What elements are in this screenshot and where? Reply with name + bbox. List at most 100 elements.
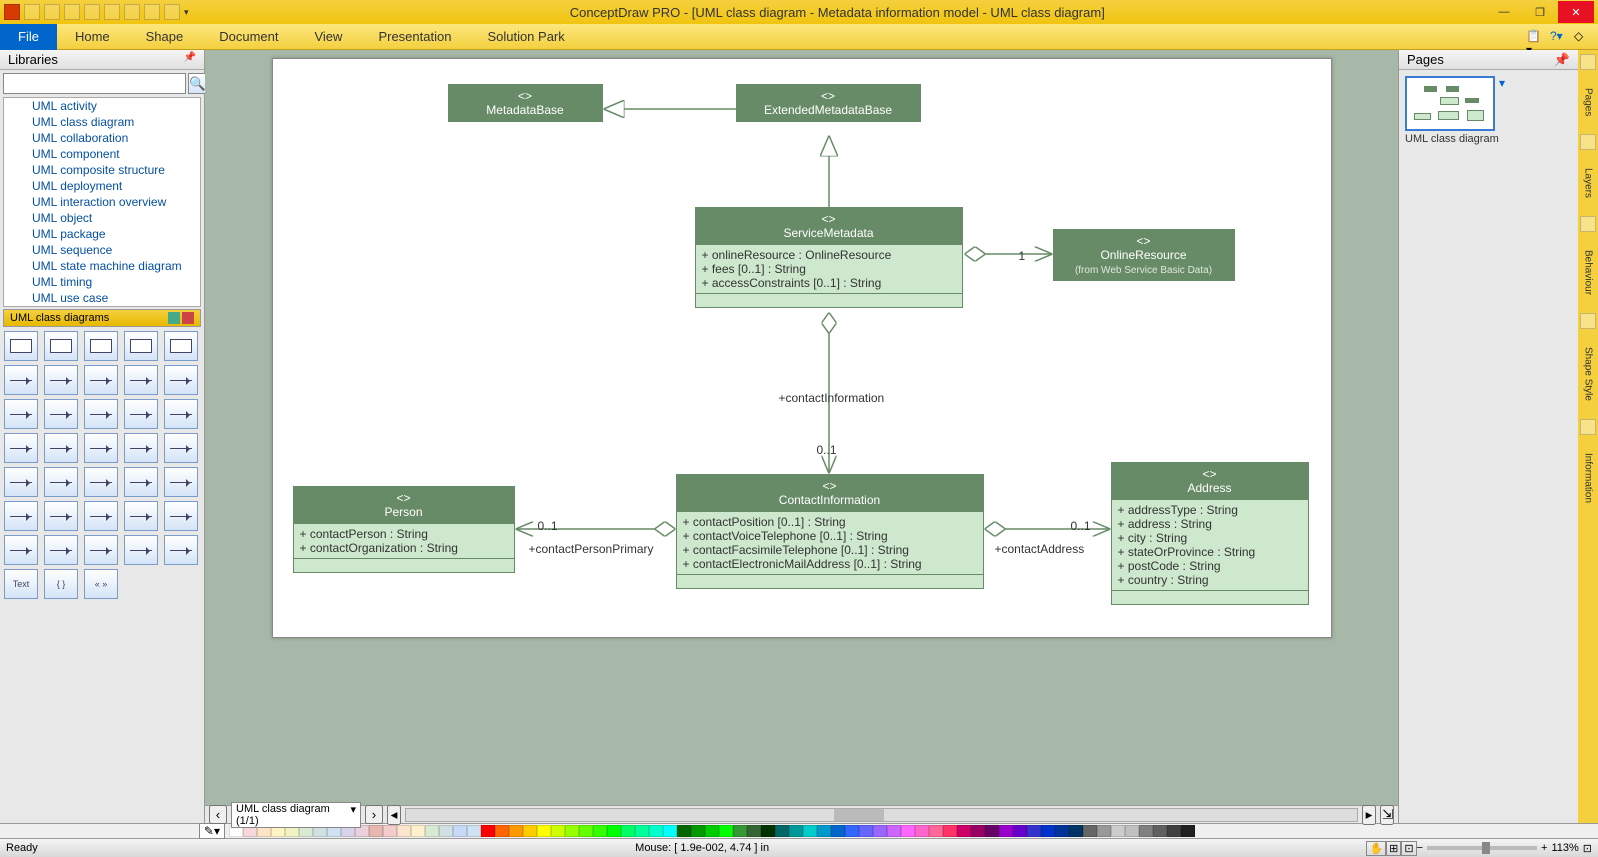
shape-tool[interactable] — [44, 433, 78, 463]
library-tree[interactable]: UML activityUML class diagramUML collabo… — [3, 97, 201, 307]
shapes-min-icon[interactable] — [168, 312, 180, 324]
color-swatch[interactable] — [1083, 825, 1097, 837]
color-swatch[interactable] — [1167, 825, 1181, 837]
color-swatch[interactable] — [411, 825, 425, 837]
page-thumbnail[interactable] — [1405, 76, 1495, 131]
shape-tool[interactable] — [124, 365, 158, 395]
shape-tool[interactable] — [44, 331, 78, 361]
zoom-slider[interactable] — [1427, 846, 1537, 850]
hscroll-end-button[interactable]: ⇲ — [1380, 805, 1394, 825]
library-item[interactable]: UML object — [4, 210, 200, 226]
shape-tool[interactable] — [124, 433, 158, 463]
library-item[interactable]: UML activity — [4, 98, 200, 114]
color-swatch[interactable] — [1111, 825, 1125, 837]
library-item[interactable]: UML composite structure — [4, 162, 200, 178]
color-swatch[interactable] — [453, 825, 467, 837]
color-dropper-icon[interactable]: ✎▾ — [199, 823, 225, 839]
color-swatch[interactable] — [565, 825, 579, 837]
library-item[interactable]: UML use case — [4, 290, 200, 306]
shape-tool[interactable] — [124, 535, 158, 565]
shape-tool[interactable] — [124, 399, 158, 429]
shape-tool[interactable]: { } — [44, 569, 78, 599]
qat-save-icon[interactable] — [64, 4, 80, 20]
color-swatch[interactable] — [551, 825, 565, 837]
color-swatch[interactable] — [733, 825, 747, 837]
color-swatch[interactable] — [691, 825, 705, 837]
side-tab-pages[interactable]: Pages — [1583, 82, 1594, 122]
close-button[interactable]: ✕ — [1558, 1, 1594, 23]
color-swatch[interactable] — [705, 825, 719, 837]
shape-tool[interactable]: Text — [4, 569, 38, 599]
shape-tool[interactable] — [4, 365, 38, 395]
color-swatch[interactable] — [747, 825, 761, 837]
hscroll-left-button[interactable]: ◂ — [387, 805, 401, 825]
uml-class-ExtendedMetadataBase[interactable]: <>ExtendedMetadataBase — [736, 84, 921, 122]
library-item[interactable]: UML state machine diagram — [4, 258, 200, 274]
uml-class-OnlineResource[interactable]: <>OnlineResource(from Web Service Basic … — [1053, 229, 1235, 281]
color-swatch[interactable] — [971, 825, 985, 837]
color-swatch[interactable] — [831, 825, 845, 837]
color-swatch[interactable] — [985, 825, 999, 837]
page-next-button[interactable]: › — [365, 805, 383, 824]
status-icon-3[interactable]: ⊡ — [1401, 841, 1416, 856]
hscroll-right-button[interactable]: ▸ — [1362, 805, 1376, 825]
color-swatch[interactable] — [901, 825, 915, 837]
qat-copy-icon[interactable] — [144, 4, 160, 20]
qat-undo-icon[interactable] — [84, 4, 100, 20]
library-item[interactable]: UML deployment — [4, 178, 200, 194]
color-swatch[interactable] — [593, 825, 607, 837]
status-icon-1[interactable]: ✋ — [1366, 841, 1386, 856]
qat-open-icon[interactable] — [44, 4, 60, 20]
color-swatch[interactable] — [495, 825, 509, 837]
shape-tool[interactable] — [84, 365, 118, 395]
color-swatch[interactable] — [789, 825, 803, 837]
zoom-in-button[interactable]: + — [1541, 842, 1547, 854]
uml-class-Person[interactable]: <>Person+ contactPerson : String+ contac… — [293, 486, 515, 573]
uml-class-ServiceMetadata[interactable]: <>ServiceMetadata+ onlineResource : Onli… — [695, 207, 963, 308]
color-swatch[interactable] — [845, 825, 859, 837]
color-swatch[interactable] — [537, 825, 551, 837]
color-swatch[interactable] — [523, 825, 537, 837]
side-tab-information[interactable]: Information — [1583, 447, 1594, 509]
color-swatch[interactable] — [1181, 825, 1195, 837]
color-swatch[interactable] — [1153, 825, 1167, 837]
uml-class-Address[interactable]: <>Address+ addressType : String+ address… — [1111, 462, 1309, 605]
color-swatch[interactable] — [803, 825, 817, 837]
shape-tool[interactable] — [4, 399, 38, 429]
ribbon-tab-view[interactable]: View — [296, 25, 360, 48]
color-swatch[interactable] — [915, 825, 929, 837]
color-swatch[interactable] — [999, 825, 1013, 837]
ribbon-tab-shape[interactable]: Shape — [128, 25, 202, 48]
help-icon[interactable]: 📋▾ — [1526, 29, 1542, 45]
shape-tool[interactable] — [84, 467, 118, 497]
maximize-button[interactable]: ❐ — [1522, 1, 1558, 23]
shape-tool[interactable] — [164, 467, 198, 497]
color-swatch[interactable] — [621, 825, 635, 837]
shape-tool[interactable] — [164, 433, 198, 463]
ribbon-tab-presentation[interactable]: Presentation — [360, 25, 469, 48]
shape-tool[interactable] — [4, 433, 38, 463]
color-swatch[interactable] — [1069, 825, 1083, 837]
shape-tool[interactable] — [84, 331, 118, 361]
library-item[interactable]: UML collaboration — [4, 130, 200, 146]
color-swatch[interactable] — [1041, 825, 1055, 837]
uml-class-ContactInformation[interactable]: <>ContactInformation+ contactPosition [0… — [676, 474, 984, 589]
side-tab-shape-style[interactable]: Shape Style — [1583, 341, 1594, 407]
color-swatch[interactable] — [887, 825, 901, 837]
shape-tool[interactable] — [124, 467, 158, 497]
color-swatch[interactable] — [649, 825, 663, 837]
shape-tool[interactable] — [4, 467, 38, 497]
qat-print-icon[interactable] — [124, 4, 140, 20]
search-button[interactable]: 🔍 — [188, 73, 207, 94]
qat-new-icon[interactable] — [24, 4, 40, 20]
shape-tool[interactable] — [164, 535, 198, 565]
color-swatch[interactable] — [383, 825, 397, 837]
side-tab-layers[interactable]: Layers — [1583, 162, 1594, 204]
shape-tool[interactable] — [164, 399, 198, 429]
shape-tool[interactable] — [44, 365, 78, 395]
canvas-scroll[interactable]: <>MetadataBase<>ExtendedMetadataBase<>Se… — [205, 50, 1398, 805]
info-icon[interactable]: ?▾ — [1550, 29, 1566, 45]
color-swatch[interactable] — [719, 825, 733, 837]
color-swatch[interactable] — [1125, 825, 1139, 837]
status-icon-2[interactable]: ⊞ — [1386, 841, 1401, 856]
